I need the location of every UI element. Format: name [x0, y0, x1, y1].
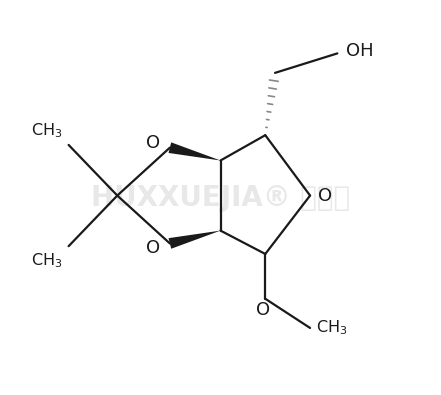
Text: O: O [318, 186, 332, 205]
Text: O: O [146, 134, 160, 152]
Text: O: O [146, 239, 160, 257]
Text: CH$_3$: CH$_3$ [31, 251, 63, 269]
Text: CH$_3$: CH$_3$ [31, 122, 63, 140]
Text: OH: OH [346, 42, 374, 60]
Polygon shape [168, 231, 220, 249]
Text: O: O [256, 301, 270, 319]
Polygon shape [168, 142, 220, 160]
Text: HUXXUEJIA® 化学加: HUXXUEJIA® 化学加 [91, 184, 350, 211]
Text: CH$_3$: CH$_3$ [316, 319, 348, 337]
